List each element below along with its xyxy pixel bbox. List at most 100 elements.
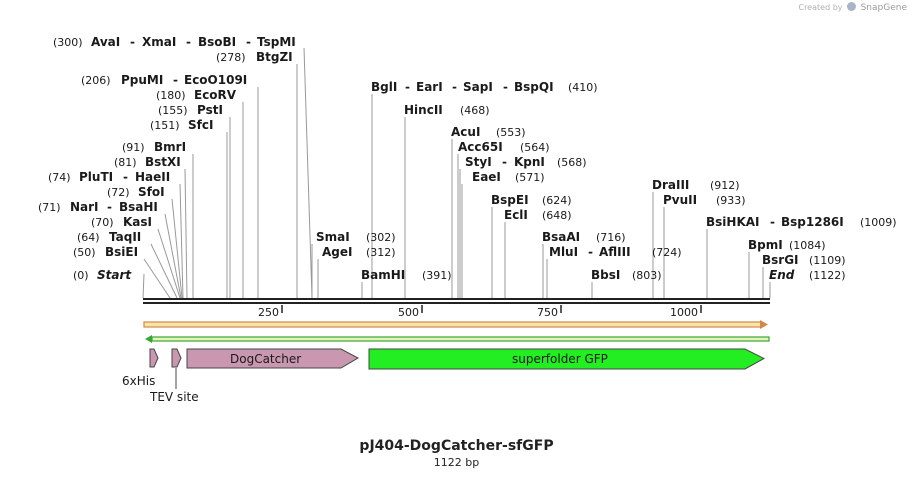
- site-label: PstI: [197, 103, 223, 117]
- site-pos: (724): [652, 246, 682, 259]
- feature-dogcatcher[interactable]: DogCatcher: [186, 348, 360, 369]
- feature-dogcatcher-arrow: [186, 348, 360, 369]
- site-label: AflIII: [599, 245, 631, 259]
- site-pos: (72): [107, 186, 130, 199]
- site-label: AgeI: [322, 245, 352, 259]
- site-label-sep: -: [107, 200, 112, 214]
- site-label: BamHI: [361, 268, 405, 282]
- site-label: BsoBI: [198, 35, 236, 49]
- orf-reverse-arrow: [145, 335, 770, 343]
- site-pos: (568): [557, 156, 587, 169]
- site-pos: (206): [81, 74, 111, 87]
- site-label: HaeII: [135, 170, 170, 184]
- site-label-sep: -: [123, 170, 128, 184]
- feature-tev-arrow: [171, 348, 182, 368]
- site-pos: (553): [496, 126, 526, 139]
- site-label: KasI: [123, 215, 152, 229]
- site-label: SapI: [463, 80, 493, 94]
- site-line: [171, 198, 183, 299]
- feature-6xhis-label: 6xHis: [122, 374, 155, 388]
- site-label: BsiEI: [105, 245, 138, 259]
- site-pos: (50): [73, 246, 96, 259]
- site-label: BstXI: [145, 155, 181, 169]
- site-label: SmaI: [316, 230, 350, 244]
- site-line: [142, 273, 145, 299]
- site-line: [143, 258, 171, 299]
- site-label: KpnI: [514, 155, 545, 169]
- site-pos: (74): [48, 171, 71, 184]
- snapgene-logo-icon: [847, 2, 857, 11]
- site-label-sep: -: [130, 35, 135, 49]
- site-label: AvaI: [91, 35, 120, 49]
- feature-tev-site[interactable]: TEV site: [149, 348, 199, 404]
- site-label: NarI: [70, 200, 99, 214]
- snapgene-watermark: Created by SnapGene: [798, 2, 907, 13]
- site-label: MluI: [549, 245, 578, 259]
- ruler-tick-label: 750: [537, 306, 558, 319]
- ruler: 250 500 750 1000: [258, 305, 702, 319]
- site-pos: (1084): [789, 239, 826, 252]
- site-label: BsaAI: [542, 230, 580, 244]
- feature-superfolder-gfp[interactable]: superfolder GFP: [368, 348, 766, 370]
- site-label: EarI: [416, 80, 443, 94]
- ruler-tick-label: 250: [258, 306, 279, 319]
- site-line: [150, 243, 178, 299]
- site-label: XmaI: [142, 35, 176, 49]
- site-label-sep: -: [588, 245, 593, 259]
- site-pos: (300): [53, 36, 83, 49]
- feature-6xhis[interactable]: 6xHis: [122, 348, 159, 388]
- site-pos: (803): [632, 269, 662, 282]
- site-label: StyI: [465, 155, 492, 169]
- site-pos: (64): [77, 231, 100, 244]
- feature-6xhis-arrow: [149, 348, 159, 368]
- site-label-sep: -: [186, 35, 191, 49]
- site-pos: (70): [91, 216, 114, 229]
- site-label: BbsI: [591, 268, 620, 282]
- orf-forward-arrow: [143, 320, 768, 329]
- site-label: BsrGI: [762, 253, 799, 267]
- sequence-backbone: [143, 298, 770, 304]
- site-label: DraIII: [652, 178, 689, 192]
- site-label: EcoRV: [194, 88, 237, 102]
- watermark-prefix: Created by: [798, 3, 843, 12]
- site-pos: (410): [568, 81, 598, 94]
- site-line: [184, 168, 188, 299]
- site-label: EclI: [504, 208, 528, 222]
- site-line: [179, 183, 184, 299]
- site-label: HincII: [404, 103, 443, 117]
- site-pos: (81): [114, 156, 137, 169]
- site-labels: (300) AvaI - XmaI - BsoBI - TspMI (278) …: [38, 35, 897, 282]
- site-label-sep: -: [246, 35, 251, 49]
- site-label: BtgZI: [256, 50, 293, 64]
- site-label: PluTI: [79, 170, 113, 184]
- site-label-sep: -: [452, 80, 457, 94]
- site-pos: (312): [366, 246, 396, 259]
- site-label: Acc65I: [458, 140, 503, 154]
- site-label: Bsp1286I: [781, 215, 844, 229]
- site-pos: (468): [460, 104, 490, 117]
- site-pos: (1009): [860, 216, 897, 229]
- site-label-sep: -: [503, 80, 508, 94]
- site-label: PvuII: [663, 193, 697, 207]
- site-label: BsaHI: [119, 200, 158, 214]
- site-label: PpuMI: [121, 73, 163, 87]
- site-pos: (912): [710, 179, 740, 192]
- site-pos: (624): [542, 194, 572, 207]
- site-pos: (151): [150, 119, 180, 132]
- site-pos: (571): [515, 171, 545, 184]
- site-line: [157, 228, 181, 299]
- site-label: BspEI: [491, 193, 529, 207]
- site-pos: (716): [596, 231, 626, 244]
- site-pos: (302): [366, 231, 396, 244]
- map-title: pJ404-DogCatcher-sfGFP: [359, 438, 554, 454]
- site-label: SfcI: [188, 118, 213, 132]
- site-pos: (564): [520, 141, 550, 154]
- feature-sfgfp-label: superfolder GFP: [512, 352, 608, 366]
- site-label: EaeI: [472, 170, 501, 184]
- watermark-brand: SnapGene: [860, 3, 907, 13]
- site-label: End: [769, 268, 795, 282]
- map-length: 1122 bp: [433, 456, 480, 469]
- site-label: AcuI: [451, 125, 480, 139]
- site-label-sep: -: [502, 155, 507, 169]
- site-label: EcoO109I: [184, 73, 247, 87]
